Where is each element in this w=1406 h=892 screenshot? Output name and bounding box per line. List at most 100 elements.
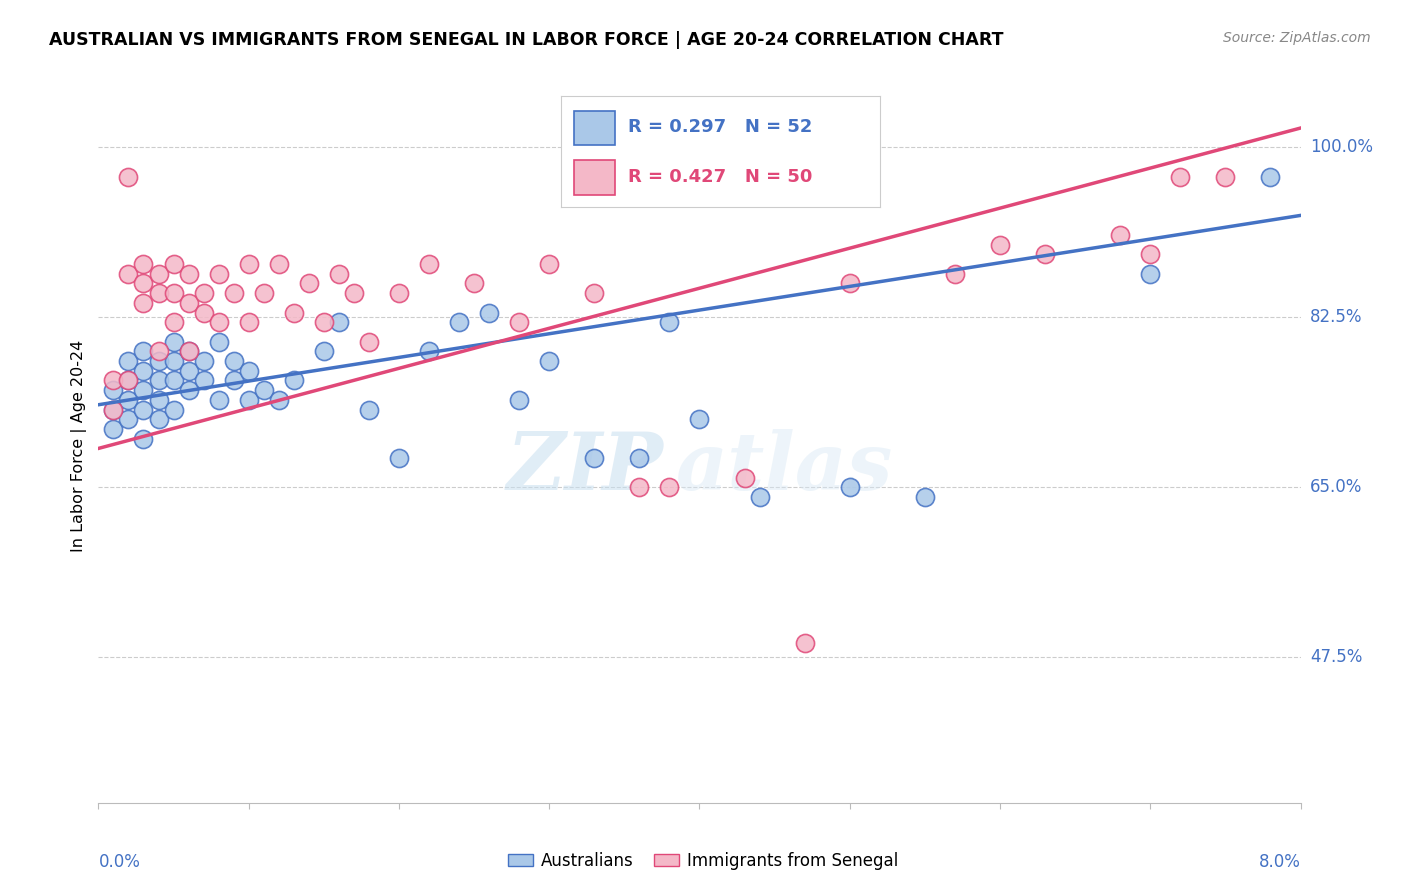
Point	[447, 315, 470, 329]
Point	[132, 402, 155, 417]
Point	[418, 257, 440, 271]
Point	[103, 402, 125, 417]
Point	[628, 480, 651, 494]
Text: 0.0%: 0.0%	[98, 853, 141, 871]
Point	[117, 392, 139, 407]
Point	[117, 169, 139, 184]
Point	[222, 354, 245, 368]
Point	[1139, 247, 1161, 261]
Point	[162, 315, 184, 329]
Point	[132, 277, 155, 291]
Point	[132, 432, 155, 446]
Point	[222, 374, 245, 388]
Point	[162, 334, 184, 349]
Point	[253, 286, 276, 301]
Point	[838, 480, 860, 494]
Text: 65.0%: 65.0%	[1310, 478, 1362, 496]
Text: 47.5%: 47.5%	[1310, 648, 1362, 666]
Point	[238, 315, 260, 329]
Point	[148, 286, 170, 301]
Text: 82.5%: 82.5%	[1310, 309, 1362, 326]
Point	[388, 451, 411, 466]
Point	[177, 295, 200, 310]
Point	[193, 354, 215, 368]
Point	[117, 374, 139, 388]
Point	[193, 374, 215, 388]
Point	[148, 412, 170, 426]
Text: Source: ZipAtlas.com: Source: ZipAtlas.com	[1223, 31, 1371, 45]
Point	[148, 267, 170, 281]
Point	[838, 277, 860, 291]
Point	[238, 392, 260, 407]
Point	[177, 267, 200, 281]
Point	[117, 412, 139, 426]
Point	[193, 305, 215, 319]
Point	[162, 354, 184, 368]
Point	[103, 422, 125, 436]
Point	[177, 344, 200, 359]
Point	[177, 364, 200, 378]
Point	[328, 315, 350, 329]
Point	[162, 374, 184, 388]
Point	[658, 480, 681, 494]
Point	[103, 374, 125, 388]
Point	[132, 383, 155, 397]
Text: 100.0%: 100.0%	[1310, 138, 1374, 156]
Point	[208, 334, 231, 349]
Point	[357, 334, 380, 349]
Point	[312, 344, 335, 359]
Point	[734, 470, 756, 484]
Point	[177, 383, 200, 397]
Point	[208, 315, 231, 329]
Point	[162, 286, 184, 301]
Point	[1215, 169, 1237, 184]
Point	[148, 374, 170, 388]
Point	[583, 286, 606, 301]
Point	[283, 374, 305, 388]
Text: AUSTRALIAN VS IMMIGRANTS FROM SENEGAL IN LABOR FORCE | AGE 20-24 CORRELATION CHA: AUSTRALIAN VS IMMIGRANTS FROM SENEGAL IN…	[49, 31, 1004, 49]
Point	[508, 392, 530, 407]
Point	[508, 315, 530, 329]
Point	[132, 344, 155, 359]
Point	[1168, 169, 1191, 184]
Point	[1033, 247, 1056, 261]
Point	[298, 277, 321, 291]
Point	[208, 267, 231, 281]
Point	[132, 257, 155, 271]
Point	[1139, 267, 1161, 281]
Point	[583, 451, 606, 466]
Text: atlas: atlas	[675, 429, 893, 506]
Point	[253, 383, 276, 397]
Point	[312, 315, 335, 329]
Point	[357, 402, 380, 417]
Point	[283, 305, 305, 319]
Point	[1109, 227, 1132, 242]
Text: 8.0%: 8.0%	[1258, 853, 1301, 871]
Point	[538, 257, 561, 271]
Point	[793, 635, 815, 649]
Point	[418, 344, 440, 359]
Point	[388, 286, 411, 301]
Point	[103, 402, 125, 417]
Point	[988, 237, 1011, 252]
Point	[148, 392, 170, 407]
Y-axis label: In Labor Force | Age 20-24: In Labor Force | Age 20-24	[72, 340, 87, 552]
Point	[463, 277, 485, 291]
Point	[103, 383, 125, 397]
Point	[688, 412, 710, 426]
Point	[132, 364, 155, 378]
Point	[177, 344, 200, 359]
Point	[658, 315, 681, 329]
Point	[478, 305, 501, 319]
Point	[148, 344, 170, 359]
Point	[538, 354, 561, 368]
Point	[748, 490, 770, 504]
Point	[943, 267, 966, 281]
Point	[238, 364, 260, 378]
Point	[914, 490, 936, 504]
Point	[193, 286, 215, 301]
Point	[117, 354, 139, 368]
Point	[238, 257, 260, 271]
Point	[117, 374, 139, 388]
Point	[343, 286, 366, 301]
